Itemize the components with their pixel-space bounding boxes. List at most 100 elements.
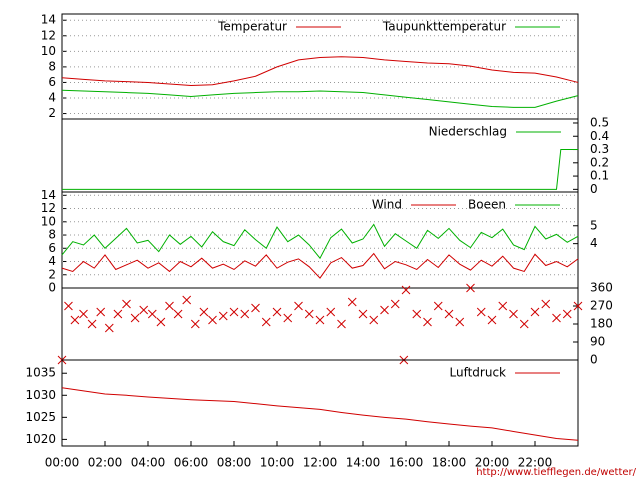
point	[573, 301, 583, 311]
x-tick-label: 22:00	[518, 456, 553, 470]
point	[199, 307, 209, 317]
legend-label: Niederschlag	[429, 125, 507, 139]
point	[283, 313, 293, 323]
point	[423, 317, 432, 327]
point	[190, 319, 200, 329]
y-tick-label: 4	[48, 254, 56, 268]
point	[380, 305, 389, 315]
legend-label: Luftdruck	[449, 366, 506, 380]
point	[519, 319, 529, 329]
y-tick-label: 2	[48, 267, 56, 281]
y2-tick-label: 270	[590, 299, 613, 313]
x-tick-label: 06:00	[174, 456, 209, 470]
y-tick-label: 14	[41, 188, 56, 202]
x-tick-label: 20:00	[475, 456, 510, 470]
x-tick-label: 04:00	[131, 456, 166, 470]
series-line	[61, 223, 579, 260]
y2-tick-label: 0.2	[590, 155, 609, 169]
y-tick-label: 12	[41, 201, 56, 215]
point	[358, 309, 368, 319]
legend-label: Boeen	[468, 198, 506, 212]
point	[208, 315, 217, 325]
y2-tick-label: 0.4	[590, 129, 609, 143]
point	[315, 315, 325, 325]
y2-tick-label: 180	[590, 317, 613, 331]
point	[347, 297, 357, 307]
point	[87, 319, 97, 329]
series-line	[61, 387, 579, 441]
point	[401, 285, 411, 295]
y-tick-label: 1035	[25, 366, 56, 380]
legend-label: Temperatur	[217, 20, 287, 34]
point	[476, 307, 486, 317]
y-tick-label: 1020	[25, 432, 56, 446]
point	[130, 313, 140, 323]
y2-tick-label: 90	[590, 335, 605, 349]
point	[229, 307, 239, 317]
x-tick-label: 10:00	[260, 456, 295, 470]
x-tick-label: 16:00	[389, 456, 424, 470]
point	[96, 307, 106, 317]
y-tick-label: 6	[48, 241, 56, 255]
point	[466, 283, 475, 293]
point	[562, 309, 572, 319]
point	[113, 309, 123, 319]
series-line	[61, 89, 579, 108]
point	[218, 311, 228, 321]
footer-url: http://www.tiefflegen.de/wetter/	[476, 467, 636, 478]
point	[104, 323, 114, 333]
y2-tick-label: 0.1	[590, 169, 609, 183]
x-tick-label: 18:00	[432, 456, 467, 470]
y-tick-label: 1030	[25, 388, 56, 402]
point	[433, 301, 443, 311]
panel-frame	[61, 287, 579, 361]
series-line	[61, 252, 579, 279]
point	[165, 301, 174, 311]
point	[139, 305, 149, 315]
point	[240, 309, 250, 319]
point	[369, 315, 379, 325]
point	[337, 319, 346, 329]
point	[498, 301, 508, 311]
y2-tick-label: 0	[590, 353, 598, 367]
y2-tick-label: 360	[590, 281, 613, 295]
y-tick-label: 14	[41, 13, 56, 27]
point	[261, 317, 271, 327]
y-tick-label: 10	[41, 44, 56, 58]
legend-label: Wind	[372, 198, 402, 212]
series-line	[61, 56, 579, 87]
x-tick-label: 14:00	[346, 456, 381, 470]
point	[156, 317, 166, 327]
y-tick-label: 1025	[25, 410, 56, 424]
point	[541, 299, 551, 309]
y2-tick-label: 4	[590, 236, 598, 250]
y-tick-label: 12	[41, 28, 56, 42]
y-tick-label: 0	[48, 281, 56, 295]
point	[455, 317, 465, 327]
x-tick-label: 12:00	[303, 456, 338, 470]
y2-tick-label: 5	[590, 218, 598, 232]
point	[147, 309, 157, 319]
y2-tick-label: 0.5	[590, 115, 609, 129]
y-tick-label: 8	[48, 228, 56, 242]
x-tick-label: 00:00	[45, 456, 80, 470]
point	[412, 309, 422, 319]
series-line	[62, 149, 578, 190]
y2-tick-label: 0.3	[590, 142, 609, 156]
point	[552, 313, 561, 323]
point	[272, 307, 282, 317]
point	[304, 309, 314, 319]
point	[173, 309, 183, 319]
point	[70, 315, 80, 325]
y-tick-label: 6	[48, 75, 56, 89]
point	[251, 303, 260, 313]
point	[79, 309, 88, 319]
point	[390, 299, 400, 309]
point	[326, 307, 336, 317]
point	[530, 307, 540, 317]
point	[182, 295, 192, 305]
point	[487, 315, 497, 325]
x-tick-label: 02:00	[88, 456, 123, 470]
legend-label: Taupunkttemperatur	[382, 20, 506, 34]
